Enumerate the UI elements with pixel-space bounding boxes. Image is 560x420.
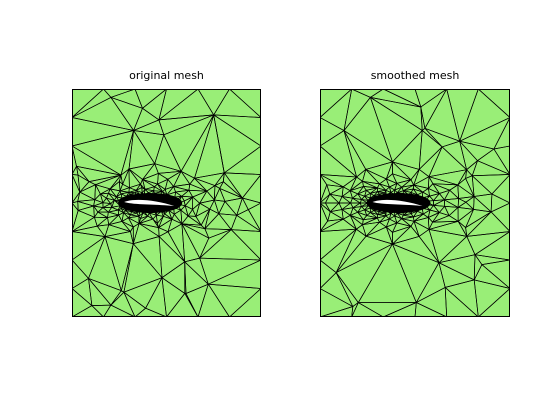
mesh-boundary: [72, 89, 261, 317]
mesh-triangle: [110, 96, 143, 132]
mesh-triangle: [213, 187, 226, 202]
mesh-triangle: [459, 140, 479, 171]
mesh-plot-original: [72, 89, 261, 317]
mesh-triangle: [473, 195, 493, 213]
airfoil-hole: [372, 199, 423, 206]
mesh-triangle: [424, 89, 461, 142]
mesh-plot-smoothed: [320, 89, 510, 317]
mesh-triangle: [88, 277, 112, 306]
panel-title-smoothed: smoothed mesh: [370, 69, 460, 82]
mesh-triangle: [198, 199, 216, 210]
panel-title-original: original mesh: [129, 69, 204, 82]
mesh-boundary: [320, 89, 510, 317]
airfoil-hole: [124, 199, 175, 206]
